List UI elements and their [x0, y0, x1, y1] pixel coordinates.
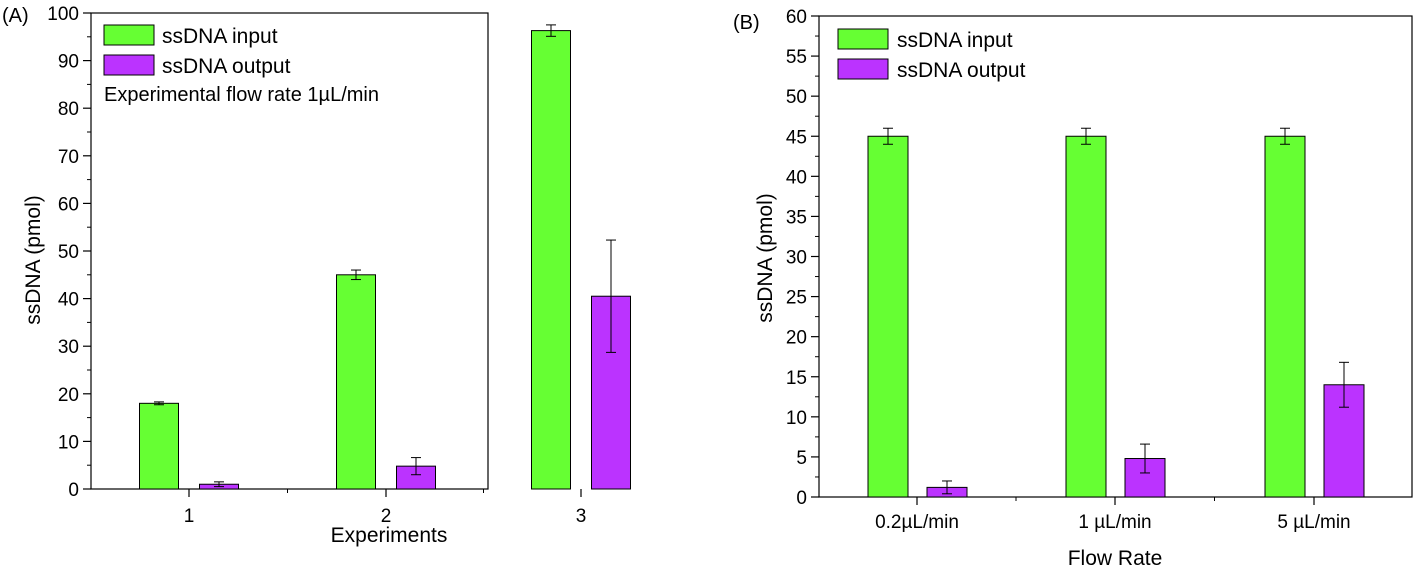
- panel-b-label: (B): [733, 12, 760, 34]
- y-tick-label: 30: [58, 337, 79, 358]
- y-tick-label: 80: [58, 99, 79, 120]
- panel-b: (B) 0 5 10 15 20 25 30 35 40 45 50 55 60 0.2µL/min 1 …: [733, 7, 1413, 570]
- panel-a: (A) 0 10 20 30 40 50 60 70 80 90 100 1 2 3 Experimen…: [2, 4, 631, 547]
- y-tick-label: 50: [786, 87, 807, 108]
- panel-a-y-axis: 0 10 20 30 40 50 60 70 80 90 100: [47, 4, 91, 501]
- panel-b-legend: ssDNA input ssDNA output: [837, 28, 1026, 82]
- y-tick-label: 20: [786, 328, 807, 349]
- y-tick-label: 50: [58, 242, 79, 263]
- y-tick-label: 25: [786, 288, 807, 309]
- panel-a-x-axis-title: Experiments: [331, 524, 448, 547]
- legend-label-input: ssDNA input: [162, 25, 278, 48]
- y-tick-label: 20: [58, 385, 79, 406]
- y-tick-label: 60: [58, 194, 79, 215]
- x-tick-label: 3: [576, 506, 587, 527]
- bar-input: [1264, 135, 1306, 498]
- y-tick-label: 55: [786, 47, 807, 68]
- x-tick-label: 0.2µL/min: [875, 512, 959, 533]
- panel-b-x-axis: 0.2µL/min 1 µL/min 5 µL/min: [875, 497, 1351, 533]
- panel-b-y-axis-title: ssDNA (pmol): [754, 193, 777, 323]
- legend-swatch-output: [837, 58, 889, 80]
- panel-a-label: (A): [2, 5, 29, 27]
- panel-a-x-axis: 1 2 3: [184, 489, 587, 527]
- y-tick-label: 10: [58, 432, 79, 453]
- y-tick-label: 70: [58, 147, 79, 168]
- y-tick-label: 0: [796, 488, 807, 509]
- legend-label-input: ssDNA input: [897, 29, 1013, 52]
- panel-a-bars: [139, 24, 631, 490]
- panel-b-bars: [867, 127, 1365, 498]
- x-tick-label: 1: [184, 506, 195, 527]
- legend-label-output: ssDNA output: [897, 59, 1026, 82]
- bar-input: [1065, 135, 1107, 498]
- y-tick-label: 100: [47, 4, 79, 25]
- legend-swatch-input: [103, 24, 155, 46]
- y-tick-label: 0: [68, 480, 79, 501]
- bar-input: [139, 402, 179, 490]
- y-tick-label: 10: [786, 408, 807, 429]
- panel-b-x-axis-title: Flow Rate: [1068, 547, 1163, 570]
- y-tick-label: 40: [786, 167, 807, 188]
- bar-input: [336, 274, 376, 490]
- y-tick-label: 5: [796, 448, 807, 469]
- legend-swatch-output: [103, 54, 155, 76]
- panel-b-y-axis: 0 5 10 15 20 25 30 35 40 45 50 55 60: [786, 7, 819, 509]
- y-tick-label: 30: [786, 248, 807, 269]
- y-tick-label: 45: [786, 127, 807, 148]
- legend-label-output: ssDNA output: [162, 55, 291, 78]
- flow-rate-annotation: Experimental flow rate 1µL/min: [104, 84, 379, 106]
- y-tick-label: 60: [786, 7, 807, 28]
- y-tick-label: 15: [786, 368, 807, 389]
- y-tick-label: 35: [786, 207, 807, 228]
- x-tick-label: 5 µL/min: [1277, 512, 1350, 533]
- bar-input: [531, 30, 571, 490]
- panel-a-y-axis-title: ssDNA (pmol): [22, 195, 45, 325]
- panel-a-legend: ssDNA input ssDNA output Experimental fl…: [103, 24, 379, 106]
- bar-input: [867, 135, 909, 498]
- legend-swatch-input: [837, 28, 889, 50]
- x-tick-label: 1 µL/min: [1078, 512, 1151, 533]
- y-tick-label: 40: [58, 290, 79, 311]
- x-tick-label: 2: [381, 506, 392, 527]
- y-tick-label: 90: [58, 52, 79, 73]
